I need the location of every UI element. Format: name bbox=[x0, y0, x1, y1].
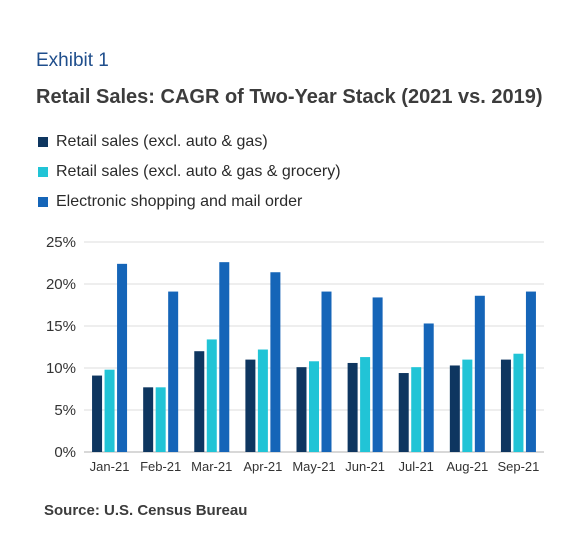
bar bbox=[270, 272, 281, 452]
bar bbox=[411, 367, 422, 452]
bar bbox=[296, 367, 307, 452]
bar bbox=[168, 291, 179, 452]
x-tick-label: Mar-21 bbox=[191, 459, 232, 474]
legend-label: Retail sales (excl. auto & gas) bbox=[56, 133, 268, 150]
y-tick-label: 0% bbox=[54, 444, 76, 461]
bar bbox=[372, 297, 383, 452]
bar bbox=[143, 387, 154, 452]
x-tick-label: Aug-21 bbox=[446, 459, 488, 474]
bar bbox=[347, 362, 358, 452]
bar bbox=[525, 291, 536, 452]
x-tick-label: Jul-21 bbox=[399, 459, 434, 474]
bar bbox=[206, 339, 217, 452]
bar bbox=[194, 351, 205, 452]
x-tick-label: Sep-21 bbox=[497, 459, 539, 474]
bar bbox=[423, 323, 434, 452]
bar bbox=[309, 361, 319, 452]
legend-label: Retail sales (excl. auto & gas & grocery… bbox=[56, 163, 341, 180]
x-tick-label: Jun-21 bbox=[345, 459, 385, 474]
y-tick-label: 5% bbox=[54, 402, 76, 419]
y-tick-label: 25% bbox=[46, 234, 76, 251]
bar bbox=[360, 357, 371, 452]
bar bbox=[398, 373, 409, 452]
chart-title: Retail Sales: CAGR of Two-Year Stack (20… bbox=[36, 86, 543, 108]
legend-label: Electronic shopping and mail order bbox=[56, 193, 303, 210]
legend-swatch bbox=[38, 137, 48, 147]
legend-item-retail-sales-excl-grocery: Retail sales (excl. auto & gas & grocery… bbox=[38, 157, 341, 187]
x-tick-label: Jan-21 bbox=[90, 459, 130, 474]
x-tick-label: Apr-21 bbox=[243, 459, 282, 474]
source-note: Source: U.S. Census Bureau bbox=[44, 502, 248, 519]
bar bbox=[257, 349, 268, 452]
bar bbox=[513, 353, 524, 452]
bar bbox=[500, 359, 511, 452]
x-tick-label: Feb-21 bbox=[140, 459, 181, 474]
bar bbox=[104, 369, 115, 452]
legend-item-retail-sales: Retail sales (excl. auto & gas) bbox=[38, 127, 341, 157]
y-tick-label: 15% bbox=[46, 318, 76, 335]
legend: Retail sales (excl. auto & gas) Retail s… bbox=[38, 127, 341, 217]
y-tick-label: 10% bbox=[46, 360, 76, 377]
bar bbox=[462, 359, 473, 452]
bar bbox=[321, 291, 332, 452]
exhibit-label: Exhibit 1 bbox=[36, 50, 109, 71]
bar bbox=[117, 263, 128, 452]
legend-swatch bbox=[38, 197, 48, 207]
bar bbox=[219, 262, 230, 452]
legend-item-electronic-shopping: Electronic shopping and mail order bbox=[38, 187, 341, 217]
bar bbox=[92, 375, 103, 452]
y-tick-label: 20% bbox=[46, 276, 76, 293]
bar bbox=[474, 295, 485, 452]
bar bbox=[449, 365, 460, 452]
bar bbox=[155, 387, 166, 452]
x-tick-label: May-21 bbox=[292, 459, 335, 474]
legend-swatch bbox=[38, 167, 48, 177]
bar bbox=[245, 359, 256, 452]
